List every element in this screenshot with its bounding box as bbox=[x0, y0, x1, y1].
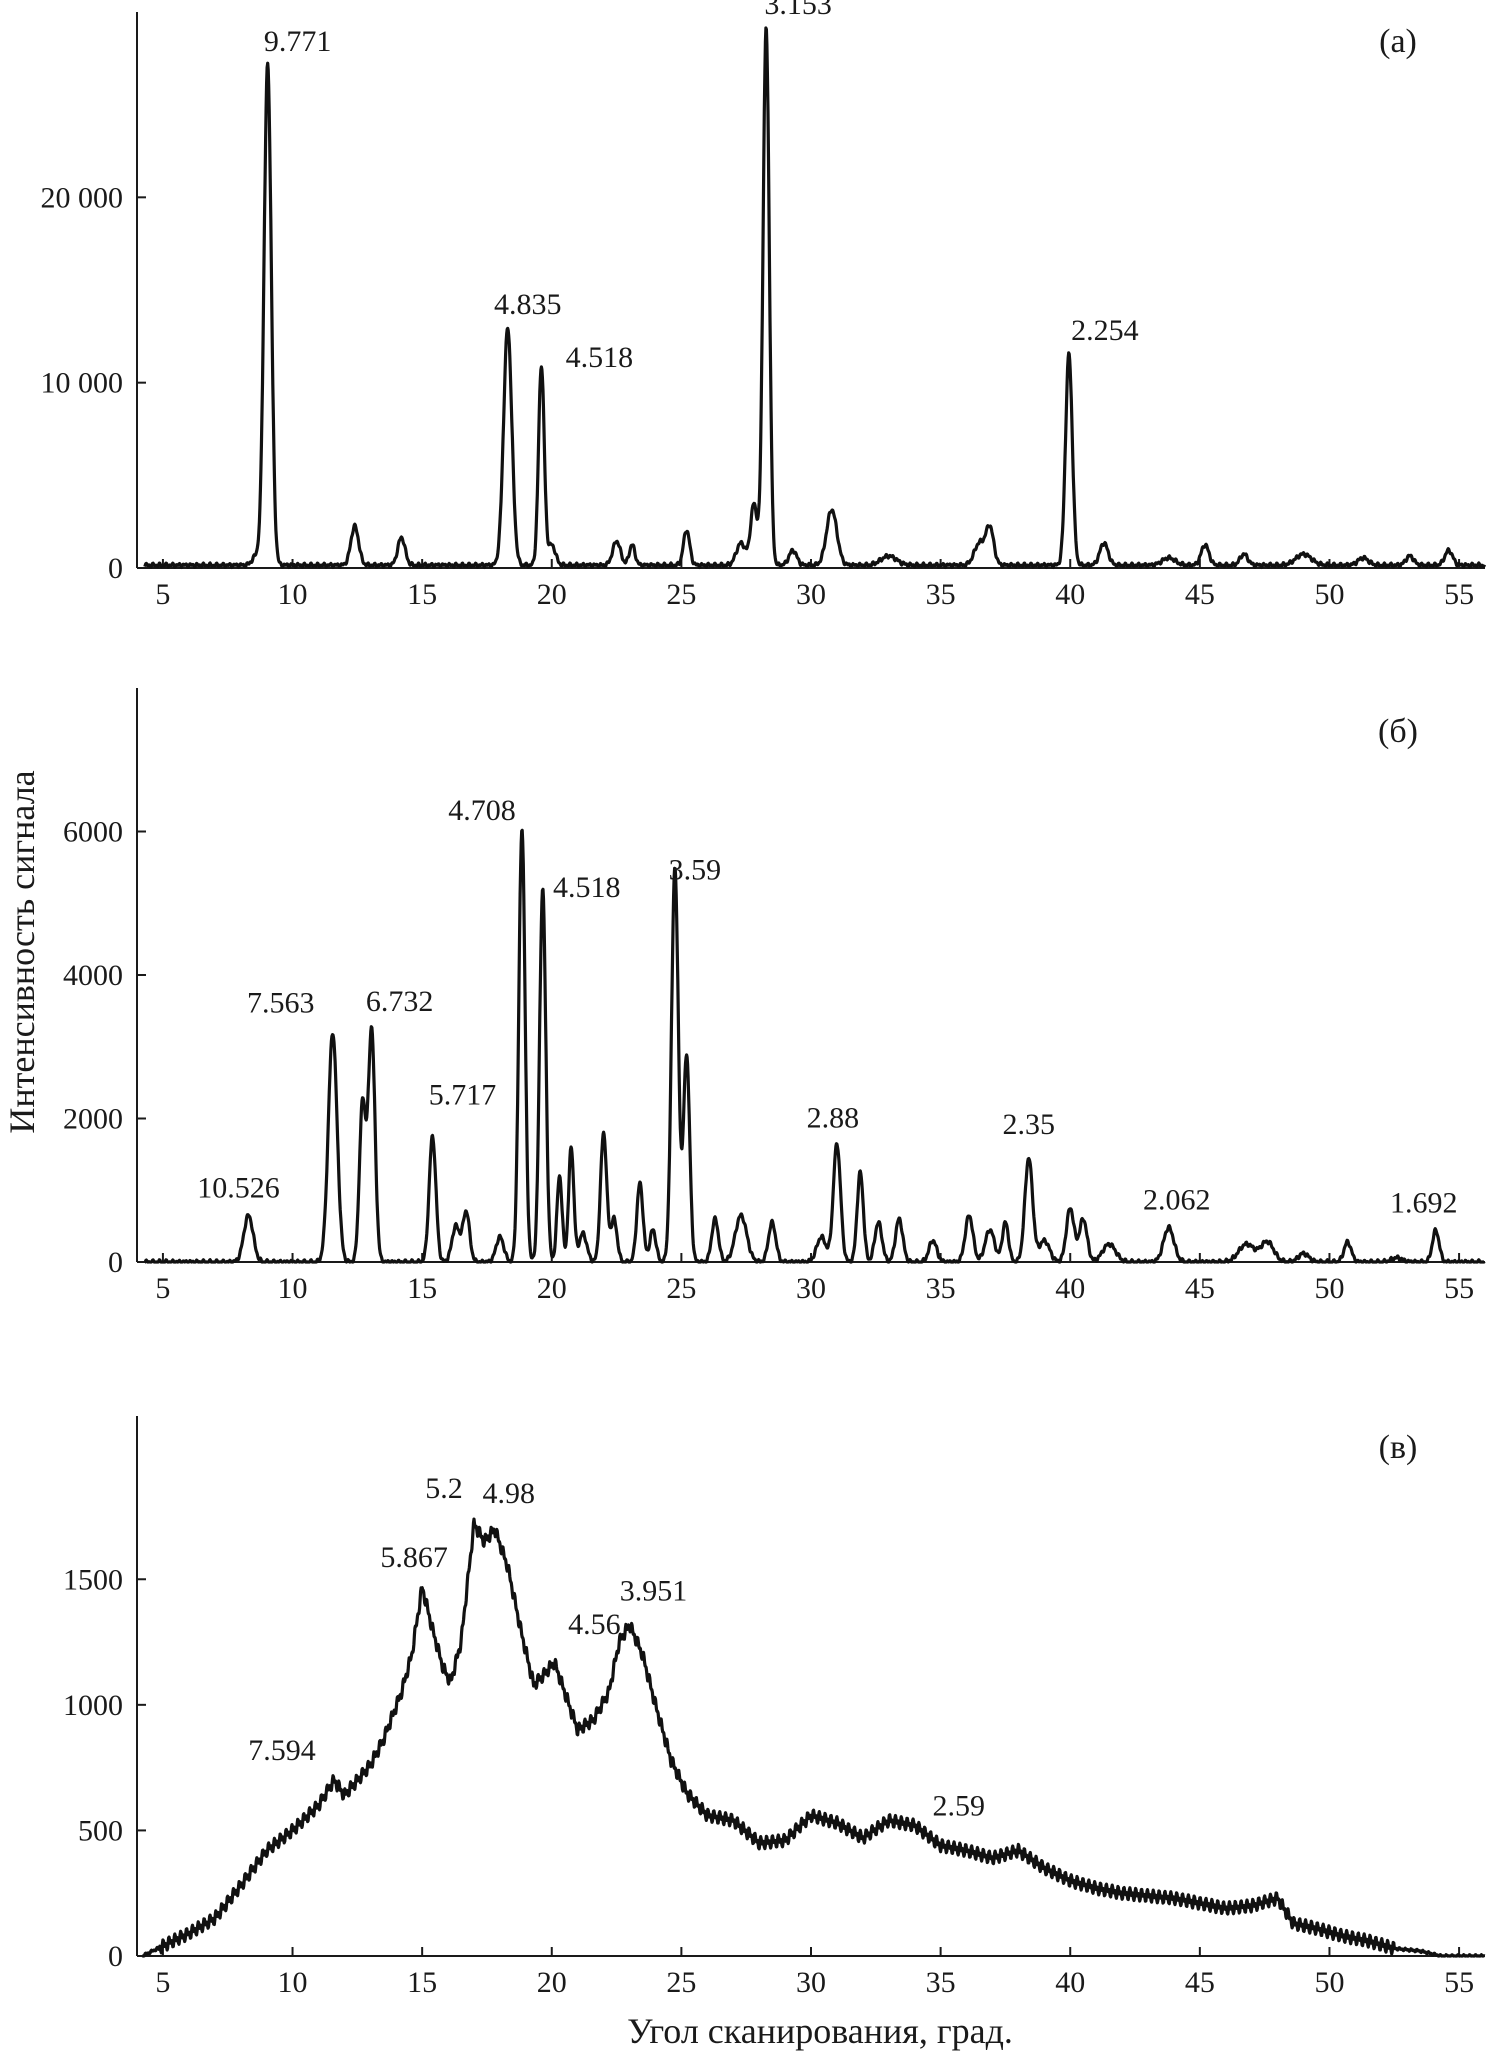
x-tick-label: 55 bbox=[1444, 1966, 1474, 1999]
peak-label: 5.717 bbox=[429, 1078, 497, 1111]
x-tick-label: 15 bbox=[407, 1966, 437, 1999]
x-tick-label: 20 bbox=[537, 578, 567, 611]
panel-a: 5 10 15 20 25 30 35 40 45 50 55 0 10 000 20 000 (a) 9.7… bbox=[41, 0, 1486, 611]
peak-label: 4.835 bbox=[494, 288, 562, 321]
x-tick-label: 40 bbox=[1055, 578, 1085, 611]
peak-label: 5.867 bbox=[380, 1541, 448, 1574]
peak-label: 3.951 bbox=[620, 1574, 688, 1607]
series-line bbox=[143, 828, 1486, 1264]
x-tick-label: 40 bbox=[1055, 1966, 1085, 1999]
panel-c: 5 10 15 20 25 30 35 40 45 50 55 0 500 1000 1500 (в) 7.59… bbox=[63, 1416, 1486, 1999]
x-tick-label: 20 bbox=[537, 1272, 567, 1305]
series-line bbox=[143, 26, 1486, 569]
peak-label: 2.88 bbox=[807, 1102, 860, 1135]
x-tick-label: 20 bbox=[537, 1966, 567, 1999]
peak-label: 4.98 bbox=[482, 1477, 535, 1510]
peak-label: 10.526 bbox=[197, 1171, 280, 1204]
panel-b: 5 10 15 20 25 30 35 40 45 50 55 0 2000 4000 6000 (б) 10.… bbox=[63, 688, 1486, 1305]
x-tick-label: 55 bbox=[1444, 578, 1474, 611]
panel-label: (в) bbox=[1379, 1429, 1418, 1466]
y-tick-label: 6000 bbox=[63, 816, 123, 849]
peak-label: 2.35 bbox=[1003, 1108, 1056, 1141]
x-tick-label: 10 bbox=[278, 1966, 308, 1999]
y-tick-label: 0 bbox=[108, 1246, 123, 1279]
x-tick-label: 30 bbox=[796, 1272, 826, 1305]
peak-label: 4.56 bbox=[568, 1608, 621, 1641]
y-tick-label: 2000 bbox=[63, 1103, 123, 1136]
x-tick-label: 30 bbox=[796, 1966, 826, 1999]
y-tick-label: 20 000 bbox=[41, 181, 124, 214]
x-tick-label: 10 bbox=[278, 1272, 308, 1305]
x-axis-title: Угол сканирования, град. bbox=[627, 2011, 1013, 2051]
x-tick-label: 25 bbox=[666, 578, 696, 611]
peak-label: 2.59 bbox=[932, 1789, 985, 1822]
peak-label: 2.062 bbox=[1143, 1184, 1211, 1217]
x-tick-label: 40 bbox=[1055, 1272, 1085, 1305]
y-axis-title: Интенсивность сигнала bbox=[2, 770, 42, 1133]
panel-label: (a) bbox=[1379, 23, 1417, 60]
x-tick-label: 15 bbox=[407, 578, 437, 611]
x-tick-label: 15 bbox=[407, 1272, 437, 1305]
x-tick-label: 45 bbox=[1185, 578, 1215, 611]
x-tick-label: 50 bbox=[1314, 578, 1344, 611]
y-tick-label: 10 000 bbox=[41, 367, 124, 400]
series-line bbox=[141, 1517, 1486, 1958]
y-tick-label: 1500 bbox=[63, 1563, 123, 1596]
peak-label: 5.2 bbox=[425, 1472, 463, 1505]
x-tick-label: 55 bbox=[1444, 1272, 1474, 1305]
peak-label: 1.692 bbox=[1390, 1186, 1458, 1219]
peak-label: 3.59 bbox=[669, 853, 722, 886]
x-tick-label: 5 bbox=[155, 578, 170, 611]
x-tick-label: 35 bbox=[926, 1966, 956, 1999]
peak-label: 7.563 bbox=[247, 986, 315, 1019]
y-tick-label: 0 bbox=[108, 1940, 123, 1973]
peak-label: 6.732 bbox=[366, 985, 434, 1018]
peak-label: 9.771 bbox=[264, 25, 332, 58]
x-tick-label: 35 bbox=[926, 1272, 956, 1305]
peak-label: 2.254 bbox=[1071, 314, 1139, 347]
x-tick-label: 45 bbox=[1185, 1966, 1215, 1999]
peak-label: 4.518 bbox=[566, 341, 634, 374]
y-tick-label: 0 bbox=[108, 552, 123, 585]
peak-label: 7.594 bbox=[248, 1734, 316, 1767]
y-tick-label: 1000 bbox=[63, 1689, 123, 1722]
x-tick-label: 50 bbox=[1314, 1966, 1344, 1999]
x-tick-label: 45 bbox=[1185, 1272, 1215, 1305]
peak-label: 4.518 bbox=[553, 871, 621, 904]
x-tick-label: 30 bbox=[796, 578, 826, 611]
x-tick-label: 50 bbox=[1314, 1272, 1344, 1305]
x-tick-label: 35 bbox=[926, 578, 956, 611]
y-tick-label: 500 bbox=[78, 1814, 123, 1847]
y-tick-label: 4000 bbox=[63, 959, 123, 992]
x-tick-label: 5 bbox=[155, 1966, 170, 1999]
x-tick-label: 25 bbox=[666, 1966, 696, 1999]
x-tick-label: 25 bbox=[666, 1272, 696, 1305]
panel-label: (б) bbox=[1378, 713, 1418, 750]
x-tick-label: 10 bbox=[278, 578, 308, 611]
peak-label: 3.153 bbox=[764, 0, 832, 21]
peak-label: 4.708 bbox=[448, 794, 516, 827]
x-tick-label: 5 bbox=[155, 1272, 170, 1305]
